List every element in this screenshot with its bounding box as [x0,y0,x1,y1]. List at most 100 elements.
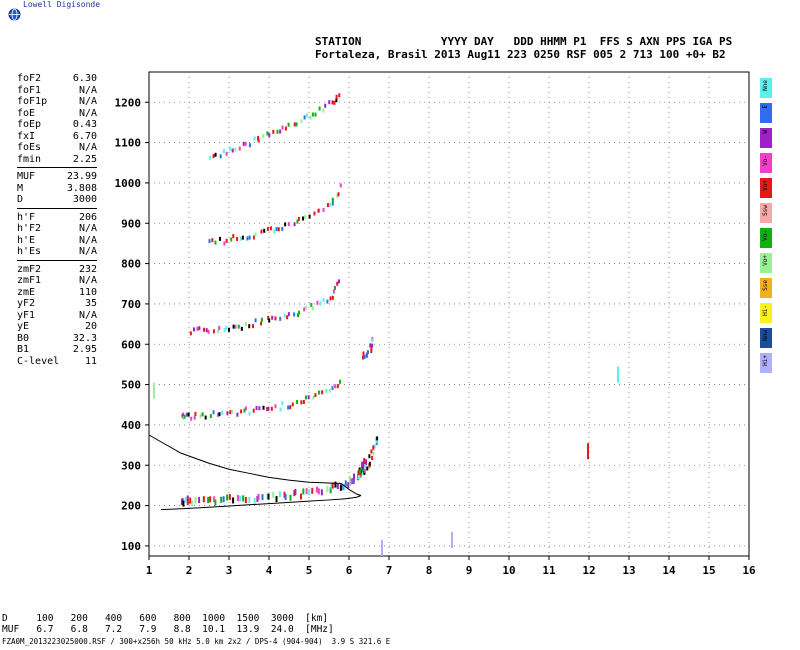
echo-mark [312,395,315,400]
isolated-echo [153,382,155,399]
echo-mark [326,299,329,304]
echo-mark [268,133,271,138]
echo-mark [295,122,298,127]
echo-mark [258,406,261,411]
echo-mark [352,473,355,480]
echo-mark [274,404,277,409]
param-key: yE [17,321,30,332]
echo-mark [198,497,201,504]
echo-mark [364,464,367,469]
param-row-b1: B1 2.95 [17,344,97,356]
echo-mark [302,216,305,221]
echo-mark [186,498,189,505]
param-key: zmE [17,286,36,298]
isolated-echo [617,366,619,383]
echo-mark [218,325,221,330]
echo-mark [238,495,241,502]
echo-mark [220,496,223,503]
globe-logo-icon [8,8,21,21]
echo-mark [365,352,368,357]
echo-mark [236,412,239,417]
echo-mark [242,495,245,502]
echo-mark [253,497,256,504]
param-value: 6.70 [72,130,97,142]
echo-mark [267,315,270,320]
echo-mark [358,469,361,476]
param-value: 20 [84,321,97,332]
echo-mark [181,414,184,419]
y-tick-label: 1000 [115,177,142,190]
echo-mark [260,229,263,234]
echo-mark [363,458,366,465]
echo-mark [252,235,255,240]
echo-mark [279,129,282,134]
echo-mark [289,494,292,501]
legend-swatch-0: Nne [760,78,772,98]
echo-mark [317,390,320,395]
color-legend: Nne E W Vo- Vo+ Ssw Vo- Vo+ Sse Hi- Nnw Hi+ [760,78,772,378]
echo-mark [244,141,247,146]
echo-mark [193,415,196,420]
param-row-ye: yE 20 [17,321,97,333]
echo-mark [299,493,302,500]
echo-mark [349,479,352,486]
echo-mark [329,296,332,301]
echo-mark [184,496,187,503]
x-tick-label: 7 [386,564,393,577]
param-row-foes: foEs N/A [17,142,97,154]
param-row-zmf2: zmF2 232 [17,264,97,276]
echo-mark [266,493,269,500]
param-row-fof1p: foF1p N/A [17,96,97,108]
echo-mark [254,232,257,237]
echo-mark [228,494,231,501]
param-key: yF2 [17,298,36,309]
param-key: fmin [17,153,42,165]
echo-mark [183,414,186,419]
echo-mark [371,343,374,348]
param-value: 232 [78,263,97,275]
echo-mark [193,327,196,332]
echo-mark [218,412,221,417]
file-info: FZA0M_2013223025000.RSF / 300+x256h 50 k… [2,637,391,646]
echo-mark [343,483,346,490]
param-key: foF2 [17,73,42,84]
echo-mark [293,122,296,127]
legend-label: Hi- [762,305,769,316]
param-value: N/A [78,275,97,286]
echo-mark [208,239,211,244]
echo-mark [262,405,265,410]
echo-mark [310,302,313,307]
echo-mark [248,496,251,503]
echo-mark [189,331,192,336]
echo-mark [284,222,287,227]
x-tick-label: 10 [502,564,515,577]
param-row-fof1: foF1 N/A [17,85,97,97]
echo-mark [230,237,233,242]
param-key: D [17,194,24,205]
echo-mark [222,496,225,503]
echo-mark [262,133,265,138]
echo-mark [229,410,232,415]
echo-mark [374,436,377,441]
x-tick-label: 9 [466,564,473,577]
legend-swatch-4: Vo+ [760,178,772,198]
y-tick-label: 1100 [115,137,142,150]
echo-mark [347,482,350,489]
echo-mark [339,183,342,188]
param-value: N/A [78,107,97,119]
echo-mark [371,455,374,460]
echo-mark [274,316,277,321]
echo-mark [331,100,334,105]
echo-mark [296,219,299,224]
param-row-muf: MUF 23.99 [17,171,97,183]
echo-mark [302,399,305,404]
echo-mark [366,350,369,355]
echo-mark [363,470,366,475]
echo-mark [318,106,321,111]
echo-mark [267,493,270,500]
echo-mark [260,317,263,322]
echo-mark [234,147,237,152]
echo-mark [308,489,311,496]
echo-mark [266,407,269,412]
